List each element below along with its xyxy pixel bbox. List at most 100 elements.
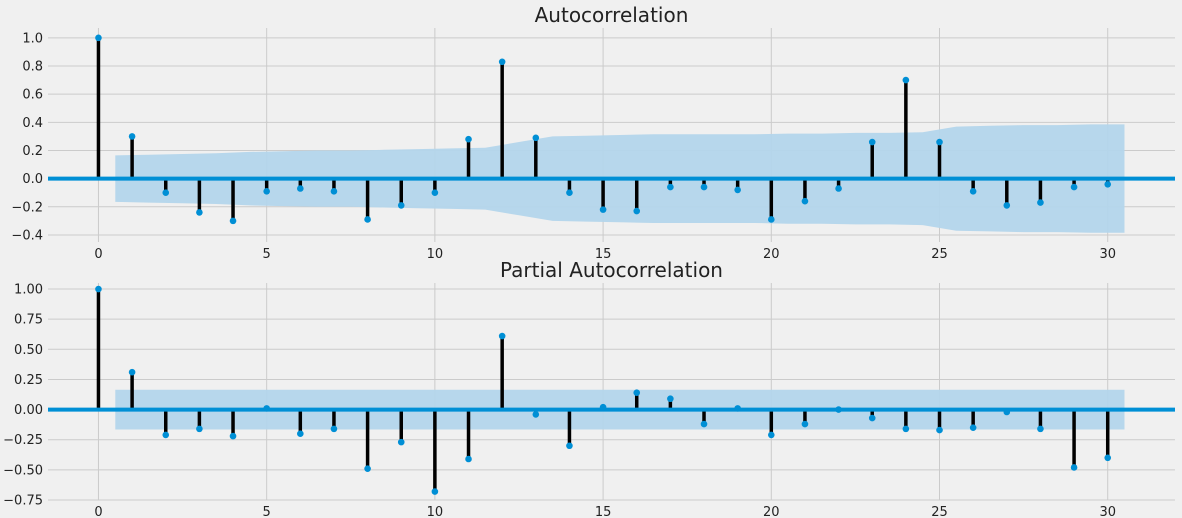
acf-point-lag-0 xyxy=(95,34,102,42)
acf-point-lag-18 xyxy=(700,183,708,191)
pacf-point-lag-27 xyxy=(1003,408,1011,416)
pacf-title: Partial Autocorrelation xyxy=(500,258,723,282)
pacf-point-lag-23 xyxy=(868,414,876,422)
acf-point-lag-2 xyxy=(162,189,170,197)
acf-point-lag-22 xyxy=(835,185,842,192)
acf-point-lag-6 xyxy=(297,185,304,192)
pacf-ytick-label: −0.75 xyxy=(3,494,43,509)
acf-xtick-label: 20 xyxy=(763,247,780,262)
acf-markers xyxy=(95,34,1112,225)
acf-point-lag-30 xyxy=(1104,180,1112,188)
acf-xtick-label: 10 xyxy=(427,247,444,262)
acf-point-lag-23 xyxy=(868,138,876,146)
pacf-ytick-label: −0.25 xyxy=(3,433,43,448)
acf-point-lag-21 xyxy=(801,197,809,205)
acf-title: Autocorrelation xyxy=(535,3,689,27)
pacf-xtick-label: 5 xyxy=(263,505,271,518)
pacf-panel: −0.75 −0.50 −0.25 0.00 0.25 0.50 0.75 1.00 0 5 10 1… xyxy=(3,258,1175,518)
acf-ytick-label: 1.0 xyxy=(22,31,43,46)
pacf-point-lag-21 xyxy=(801,420,809,428)
pacf-ytick-label: 1.00 xyxy=(14,283,43,298)
acf-ytick-label: 0.6 xyxy=(22,88,43,103)
acf-point-lag-17 xyxy=(667,183,674,191)
acf-xtick-label: 0 xyxy=(94,247,102,262)
pacf-xtick-label: 30 xyxy=(1099,505,1116,518)
pacf-ytick-label: 0.50 xyxy=(14,343,43,358)
pacf-point-lag-10 xyxy=(431,488,439,495)
pacf-point-lag-26 xyxy=(969,424,977,431)
acf-ytick-label: −0.4 xyxy=(11,228,43,243)
pacf-point-lag-11 xyxy=(465,455,472,463)
pacf-point-lag-15 xyxy=(599,403,607,411)
acf-point-lag-5 xyxy=(263,188,270,195)
acf-panel: −0.4 −0.2 0.0 0.2 0.4 0.6 0.8 1.0 0 5 10 15 20 25 30 Au… xyxy=(11,3,1175,262)
acf-point-lag-10 xyxy=(431,189,439,197)
pacf-point-lag-18 xyxy=(700,420,708,428)
acf-point-lag-4 xyxy=(229,217,237,225)
acf-point-lag-15 xyxy=(599,206,607,213)
acf-point-lag-19 xyxy=(734,186,741,194)
pacf-grid xyxy=(48,283,1175,501)
pacf-point-lag-22 xyxy=(835,406,842,413)
pacf-point-lag-24 xyxy=(902,425,910,433)
pacf-point-lag-7 xyxy=(330,425,338,433)
pacf-y-ticks: −0.75 −0.50 −0.25 0.00 0.25 0.50 0.75 1.00 xyxy=(3,283,43,509)
acf-point-lag-26 xyxy=(969,188,977,195)
pacf-point-lag-30 xyxy=(1104,454,1112,462)
acf-xtick-label: 25 xyxy=(931,247,948,262)
acf-point-lag-3 xyxy=(196,209,203,216)
pacf-x-ticks: 0 5 10 15 20 25 30 xyxy=(94,505,1116,518)
pacf-xtick-label: 10 xyxy=(427,505,444,518)
pacf-ytick-label: 0.00 xyxy=(14,403,43,418)
pacf-point-lag-4 xyxy=(229,432,237,440)
acf-x-ticks: 0 5 10 15 20 25 30 xyxy=(94,247,1116,262)
pacf-point-lag-29 xyxy=(1070,464,1078,471)
acf-point-lag-7 xyxy=(330,188,338,195)
pacf-point-lag-1 xyxy=(128,368,136,376)
pacf-markers xyxy=(95,285,1112,495)
acf-ytick-label: 0.4 xyxy=(22,116,43,131)
pacf-ytick-label: 0.25 xyxy=(14,373,43,388)
acf-xtick-label: 30 xyxy=(1099,247,1116,262)
acf-point-lag-13 xyxy=(532,134,540,142)
acf-y-ticks: −0.4 −0.2 0.0 0.2 0.4 0.6 0.8 1.0 xyxy=(11,31,43,243)
acf-point-lag-16 xyxy=(633,207,641,215)
pacf-point-lag-28 xyxy=(1037,425,1044,433)
acf-point-lag-28 xyxy=(1037,199,1044,206)
pacf-point-lag-13 xyxy=(532,411,540,418)
pacf-point-lag-9 xyxy=(397,438,405,446)
pacf-xtick-label: 0 xyxy=(94,505,102,518)
acf-point-lag-8 xyxy=(364,216,371,223)
acf-xtick-label: 15 xyxy=(595,247,612,262)
acf-ytick-label: 0.0 xyxy=(22,172,43,187)
acf-ytick-label: 0.2 xyxy=(22,144,43,159)
pacf-point-lag-20 xyxy=(767,431,775,439)
pacf-point-lag-0 xyxy=(95,285,102,293)
acf-point-lag-9 xyxy=(397,202,405,209)
pacf-point-lag-25 xyxy=(936,426,943,434)
pacf-ytick-label: −0.50 xyxy=(3,463,43,478)
pacf-xtick-label: 25 xyxy=(931,505,948,518)
pacf-point-lag-16 xyxy=(633,389,641,397)
acf-point-lag-14 xyxy=(566,189,573,197)
pacf-point-lag-6 xyxy=(297,430,304,437)
pacf-xtick-label: 15 xyxy=(595,505,612,518)
acf-point-lag-11 xyxy=(465,135,472,143)
pacf-point-lag-2 xyxy=(162,431,170,439)
acf-xtick-label: 5 xyxy=(263,247,271,262)
pacf-ytick-label: 0.75 xyxy=(14,313,43,328)
pacf-point-lag-3 xyxy=(196,425,203,433)
acf-point-lag-12 xyxy=(498,58,506,66)
acf-point-lag-29 xyxy=(1070,183,1078,191)
pacf-xtick-label: 20 xyxy=(763,505,780,518)
acf-point-lag-1 xyxy=(128,133,136,140)
pacf-point-lag-8 xyxy=(364,465,371,472)
acf-ytick-label: −0.2 xyxy=(11,200,43,215)
acf-point-lag-20 xyxy=(767,216,775,223)
acf-point-lag-24 xyxy=(902,76,910,84)
pacf-point-lag-14 xyxy=(566,442,573,450)
pacf-point-lag-17 xyxy=(667,395,674,403)
acf-point-lag-27 xyxy=(1003,202,1011,209)
acf-ytick-label: 0.8 xyxy=(22,60,43,75)
